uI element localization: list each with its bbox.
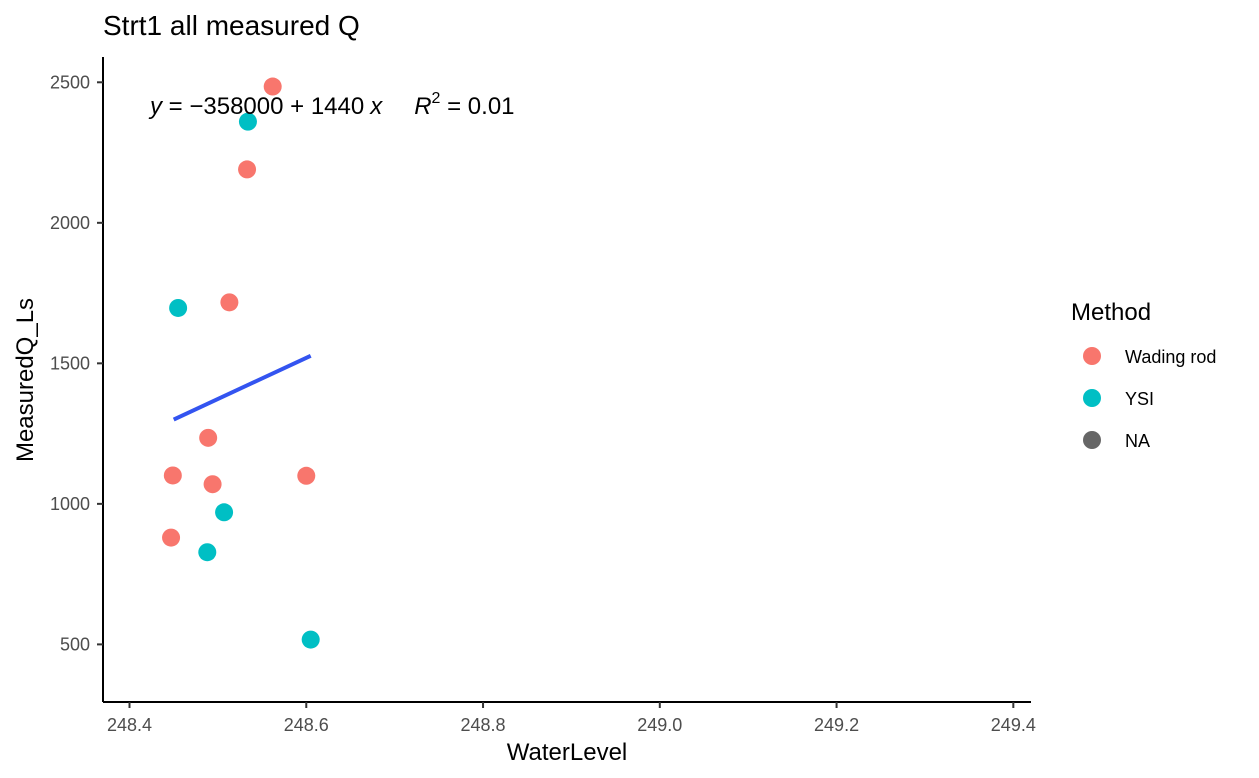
- legend: Method Wading rod YSI NA: [1071, 299, 1216, 451]
- y-tick-label: 500: [60, 634, 90, 654]
- y-axis-title: MeasuredQ_Ls: [12, 298, 39, 462]
- equation-y-var: y: [148, 93, 164, 120]
- x-tick-label: 249.0: [637, 715, 682, 735]
- x-tick-label: 249.2: [814, 715, 859, 735]
- x-ticks: 248.4 248.6 248.8 249.0 249.2 249.4: [107, 702, 1036, 735]
- regression-line: [172, 353, 312, 422]
- equation-rhs: −358000 + 1440: [189, 93, 364, 120]
- y-tick-label: 1500: [50, 353, 90, 373]
- legend-label: NA: [1125, 431, 1150, 451]
- data-point: [163, 466, 182, 485]
- regression-layer: [172, 353, 312, 422]
- data-point: [199, 428, 218, 447]
- equation-equals: =: [162, 93, 189, 120]
- y-ticks: 500 1000 1500 2000 2500: [50, 72, 103, 654]
- data-point: [215, 503, 234, 522]
- y-tick-label: 1000: [50, 494, 90, 514]
- data-point: [162, 528, 181, 547]
- data-point: [263, 77, 282, 96]
- y-tick-label: 2500: [50, 72, 90, 92]
- regression-equation: y = −358000 + 1440 x R2 = 0.01: [148, 90, 515, 120]
- legend-title: Method: [1071, 299, 1151, 326]
- x-tick-label: 249.4: [991, 715, 1036, 735]
- equation-r-var: R: [414, 93, 431, 120]
- x-tick-label: 248.6: [284, 715, 329, 735]
- chart-title: Strt1 all measured Q: [103, 10, 360, 41]
- points-layer: [162, 77, 320, 649]
- legend-label: YSI: [1125, 389, 1154, 409]
- y-tick-label: 2000: [50, 213, 90, 233]
- data-point: [203, 475, 222, 494]
- x-tick-label: 248.8: [461, 715, 506, 735]
- legend-label: Wading rod: [1125, 347, 1216, 367]
- data-point: [301, 630, 320, 649]
- data-point: [238, 160, 257, 179]
- legend-key: [1083, 389, 1101, 407]
- data-point: [198, 543, 217, 562]
- data-point: [220, 293, 239, 312]
- legend-entries: Wading rod YSI NA: [1083, 347, 1216, 451]
- legend-key: [1083, 347, 1101, 365]
- equation-r-value: = 0.01: [440, 93, 514, 120]
- x-axis-title: WaterLevel: [507, 739, 628, 766]
- data-point: [238, 112, 257, 131]
- data-point: [169, 298, 188, 317]
- legend-key: [1083, 431, 1101, 449]
- equation-r-exponent: 2: [432, 90, 441, 107]
- data-point: [297, 466, 316, 485]
- equation-x-var: x: [369, 93, 383, 120]
- x-tick-label: 248.4: [107, 715, 152, 735]
